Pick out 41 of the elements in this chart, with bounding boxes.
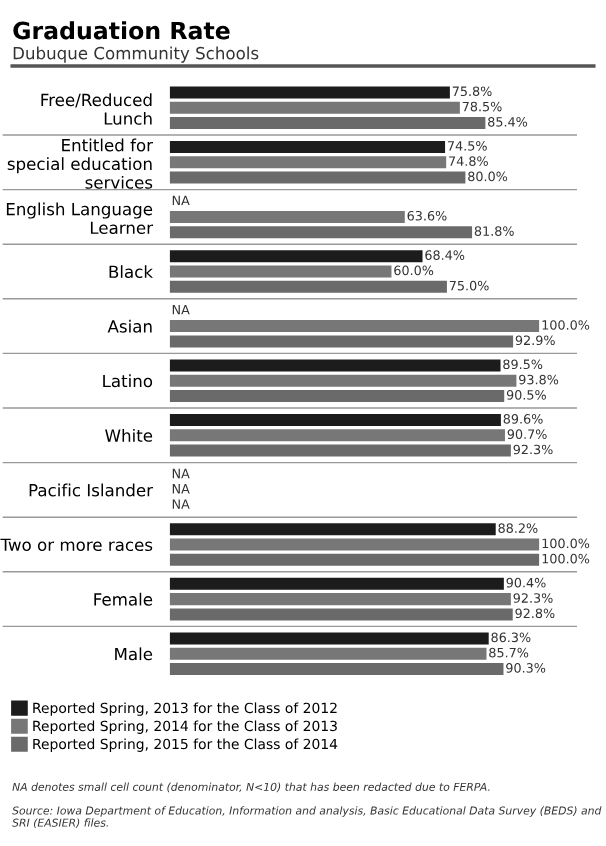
y-tick-label: Two or more races bbox=[0, 538, 153, 552]
bar bbox=[169, 156, 447, 169]
chart-subtitle: Dubuque Community Schools bbox=[13, 46, 259, 63]
bar bbox=[169, 116, 486, 129]
chart-title: Graduation Rate bbox=[13, 21, 230, 40]
bar bbox=[169, 359, 501, 372]
y-tick-label: Male bbox=[115, 647, 153, 661]
bar bbox=[169, 577, 504, 590]
y-tick-label: White bbox=[105, 428, 153, 442]
bar bbox=[169, 171, 466, 184]
bar bbox=[169, 523, 496, 536]
bar bbox=[169, 647, 487, 660]
bar bbox=[169, 414, 501, 427]
y-tick-label: Free/Reduced Lunch bbox=[41, 93, 152, 125]
y-tick-label: Entitled for special education services bbox=[7, 138, 154, 189]
bar bbox=[169, 538, 540, 551]
bar bbox=[169, 663, 504, 676]
bar bbox=[169, 250, 423, 263]
bar bbox=[169, 389, 505, 402]
y-tick-label: English Language Learner bbox=[6, 202, 154, 235]
bar bbox=[169, 444, 511, 457]
y-tick-label: Female bbox=[94, 592, 153, 606]
bar bbox=[169, 226, 473, 239]
y-tick-label: Pacific Islander bbox=[29, 483, 154, 497]
y-tick-label: Black bbox=[109, 265, 153, 279]
bar bbox=[169, 86, 450, 99]
bar bbox=[169, 320, 540, 333]
bar bbox=[169, 265, 392, 278]
bar bbox=[169, 101, 460, 114]
bar bbox=[169, 140, 446, 153]
bar bbox=[169, 553, 540, 566]
bar bbox=[169, 608, 513, 621]
bar bbox=[169, 429, 505, 442]
bar bbox=[169, 335, 514, 348]
bar bbox=[169, 210, 405, 223]
bar bbox=[169, 632, 489, 645]
y-tick-label: Latino bbox=[103, 374, 153, 388]
bar bbox=[169, 593, 511, 606]
bar bbox=[169, 374, 517, 387]
y-tick-label: Asian bbox=[107, 319, 152, 333]
bar bbox=[169, 280, 447, 293]
